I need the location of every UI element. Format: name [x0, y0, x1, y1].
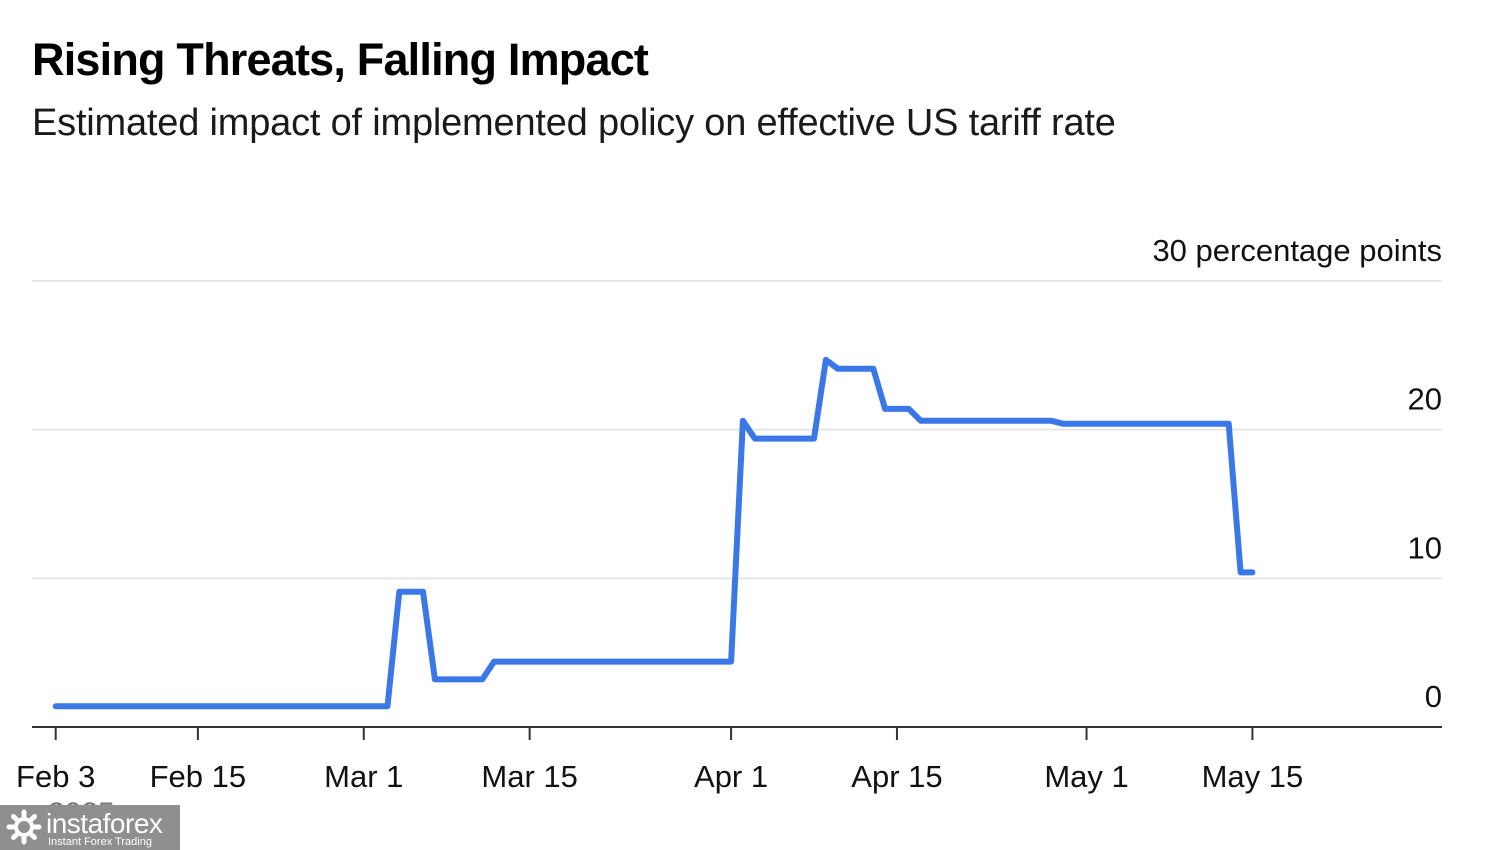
gear-icon	[6, 809, 42, 845]
x-tick-label-feb-15: Feb 15	[150, 759, 247, 794]
x-tick-label-apr-15: Apr 15	[851, 759, 942, 794]
x-tick-label-mar-1: Mar 1	[324, 759, 403, 794]
watermark-tagline: Instant Forex Trading	[48, 836, 152, 848]
y-tick-label-30: 30 percentage points	[1152, 233, 1442, 268]
x-tick-label-may-15: May 15	[1202, 759, 1304, 794]
chart-title: Rising Threats, Falling Impact	[32, 34, 649, 85]
y-axis-labels: 0 10 20 30 percentage points	[1152, 233, 1442, 714]
x-tick-label-apr-1: Apr 1	[694, 759, 768, 794]
chart-subtitle: Estimated impact of implemented policy o…	[32, 102, 1116, 144]
x-axis	[32, 726, 1442, 740]
x-axis-labels: Feb 3 Feb 15 Mar 1 Mar 15 Apr 1 Apr 15 May 1 Ma…	[16, 759, 1303, 794]
series-line-0	[52, 356, 1256, 710]
y-tick-label-20: 20	[1408, 382, 1442, 417]
y-tick-label-10: 10	[1408, 530, 1442, 565]
instaforex-watermark: instaforex Instant Forex Trading	[0, 805, 180, 850]
y-tick-label-0: 0	[1425, 679, 1442, 714]
watermark-brand: instaforex	[46, 808, 163, 839]
x-tick-label-feb-3: Feb 3	[16, 759, 95, 794]
x-tick-label-mar-15: Mar 15	[481, 759, 577, 794]
series	[52, 356, 1256, 710]
x-tick-label-may-1: May 1	[1044, 759, 1128, 794]
